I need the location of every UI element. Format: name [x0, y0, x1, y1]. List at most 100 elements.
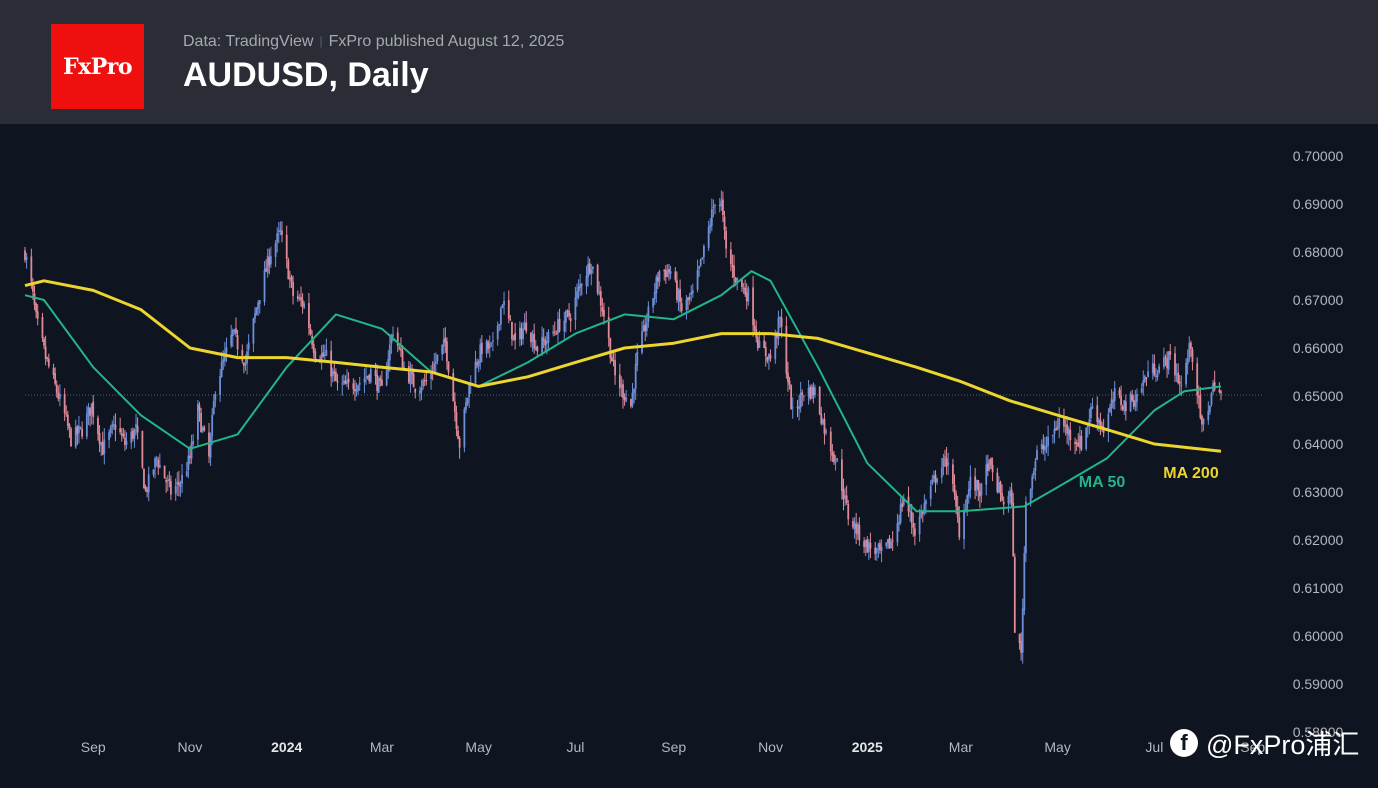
candle-body	[1058, 418, 1061, 428]
candle-body	[219, 376, 222, 395]
candle-body	[858, 524, 861, 541]
candle-body	[807, 388, 810, 397]
candle-body	[647, 306, 650, 322]
candle-body	[823, 418, 826, 434]
candle-body	[503, 300, 505, 305]
candle-body	[940, 467, 943, 478]
candle-body	[758, 341, 761, 348]
y-tick-label: 0.67000	[1293, 292, 1344, 308]
candle-body	[709, 224, 712, 228]
candle-body	[747, 288, 750, 302]
candle-body	[44, 346, 47, 359]
candle-body	[374, 370, 377, 376]
candle-body	[314, 351, 317, 360]
candle-body	[1020, 641, 1023, 653]
candle-body	[699, 258, 702, 266]
candle-body	[577, 286, 580, 292]
candle-body	[89, 407, 91, 416]
candle-body	[544, 340, 547, 346]
candle-body	[222, 359, 225, 363]
candle-body	[947, 462, 950, 465]
x-tick-label: Sep	[661, 739, 686, 755]
candle-body	[634, 364, 637, 389]
candle-body	[574, 297, 577, 320]
candle-body	[1208, 405, 1211, 413]
candle-body	[347, 378, 350, 383]
candle-body	[269, 256, 272, 265]
candle-body	[85, 413, 88, 437]
candle-body	[656, 276, 659, 282]
candle-body	[834, 461, 837, 463]
candle-body	[810, 386, 813, 399]
candle-body	[853, 522, 856, 529]
candle-body	[547, 332, 550, 343]
candle-body	[744, 287, 747, 295]
candle-body	[154, 458, 156, 468]
candle-body	[932, 475, 935, 479]
candle-body	[1134, 400, 1137, 407]
candle-body	[33, 293, 36, 305]
candle-body	[952, 464, 954, 485]
candle-body	[802, 395, 805, 397]
candle-body	[70, 428, 72, 447]
candle-body	[875, 548, 878, 553]
candle-body	[1075, 442, 1078, 444]
candle-body	[300, 297, 302, 301]
candle-body	[492, 340, 494, 342]
candle-body	[963, 510, 965, 540]
candle-body	[355, 389, 358, 392]
candle-body	[1042, 445, 1045, 450]
candle-body	[1031, 476, 1034, 490]
candle-body	[768, 354, 770, 360]
y-tick-label: 0.65000	[1293, 388, 1344, 404]
candle-body	[576, 291, 578, 299]
candle-body	[977, 480, 980, 491]
candle-body	[642, 325, 645, 332]
candle-body	[1051, 434, 1054, 437]
candle-body	[696, 270, 699, 290]
candle-body	[135, 424, 137, 428]
candle-body	[274, 243, 277, 257]
candle-body	[869, 542, 872, 549]
candle-body	[455, 412, 458, 429]
candle-body	[52, 367, 55, 375]
candle-body	[901, 503, 904, 507]
candle-body	[652, 298, 655, 308]
candle-body	[1088, 419, 1091, 425]
candle-body	[833, 454, 835, 462]
candle-body	[988, 459, 991, 470]
candle-body	[774, 333, 777, 360]
candle-body	[909, 510, 912, 513]
candle-body	[501, 305, 504, 309]
candle-body	[344, 380, 347, 385]
candle-body	[866, 539, 869, 553]
candle-body	[536, 346, 539, 352]
candle-body	[452, 373, 455, 402]
candle-body	[1202, 418, 1205, 425]
candle-body	[498, 323, 501, 326]
candle-body	[663, 270, 666, 272]
candle-body	[1136, 394, 1138, 403]
candle-body	[1080, 435, 1083, 450]
candle-body	[190, 442, 193, 459]
candle-body	[530, 332, 532, 343]
candle-body	[769, 354, 772, 359]
candle-body	[244, 362, 247, 365]
candle-body	[1018, 633, 1021, 643]
y-tick-label: 0.66000	[1293, 340, 1344, 356]
candle-body	[468, 384, 471, 398]
candle-body	[1078, 435, 1081, 448]
candle-body	[198, 405, 201, 412]
candle-body	[534, 347, 537, 350]
candle-body	[614, 360, 616, 376]
candle-body	[66, 414, 69, 426]
candle-body	[677, 290, 680, 301]
candle-body	[252, 318, 255, 344]
candle-body	[685, 299, 688, 311]
candle-body	[558, 318, 561, 332]
candle-body	[187, 455, 190, 471]
candle-body	[518, 327, 521, 340]
candle-body	[58, 394, 61, 399]
candle-body	[35, 303, 38, 313]
candle-body	[599, 290, 602, 306]
